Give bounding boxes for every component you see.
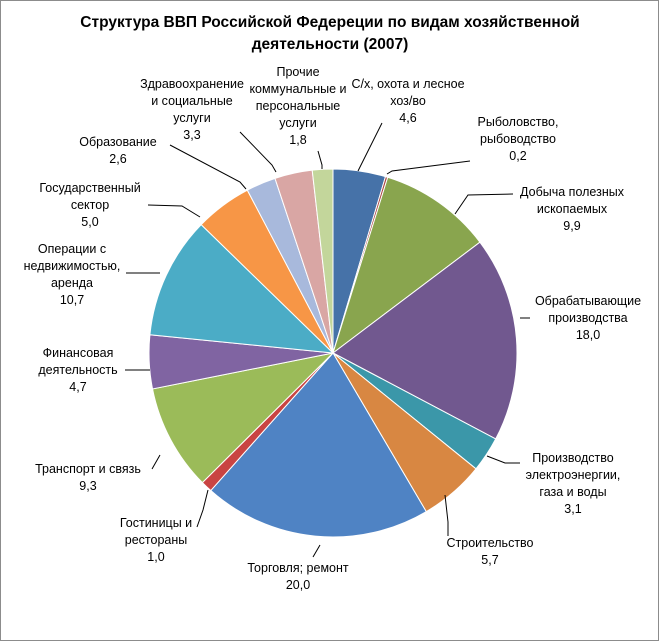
slice-category: рестораны (125, 533, 187, 547)
slice-value: 3,3 (183, 128, 200, 142)
slice-label: Транспорт и связь 9,3 (35, 462, 141, 493)
slice-label: Обрабатывающие производства 18,0 (535, 294, 641, 342)
slice-value: 9,3 (79, 479, 96, 493)
slice-category: Прочие (276, 65, 319, 79)
leader-line (444, 494, 449, 536)
slice-label: Рыболовство, рыбоводство 0,2 (478, 115, 559, 163)
slice-value: 1,0 (147, 550, 164, 564)
slice-value: 18,0 (576, 328, 600, 342)
pie-slice (311, 168, 334, 354)
leader-line (169, 144, 247, 190)
slice-category: хоз/во (390, 94, 426, 108)
leader-line (239, 131, 277, 173)
slice-category: Операции с (38, 242, 106, 256)
slice-label: С/х, охота и лесное хоз/во 4,6 (351, 77, 464, 125)
leader-line (312, 544, 321, 558)
pie-slice (210, 352, 427, 538)
slice-value: 2,6 (109, 152, 126, 166)
slice-category: недвижимостью, (24, 259, 121, 273)
slice-category: Здравоохранение (140, 77, 244, 91)
slice-category: персональные (256, 99, 341, 113)
slice-category: услуги (279, 116, 316, 130)
slice-value: 1,8 (289, 133, 306, 147)
slice-category: ископаемых (537, 202, 608, 216)
slice-category: Торговля; ремонт (247, 561, 349, 575)
leader-line (317, 150, 323, 169)
slice-label: Добыча полезных ископаемых 9,9 (520, 185, 625, 233)
slice-label: Здравоохранение и социальные услуги 3,3 (140, 77, 244, 142)
slice-category: С/х, охота и лесное (351, 77, 464, 91)
slice-category: производства (548, 311, 627, 325)
slice-category: Транспорт и связь (35, 462, 141, 476)
leader-line (147, 204, 201, 218)
slice-category: Государственный (39, 181, 140, 195)
slice-category: Добыча полезных (520, 185, 625, 199)
slice-category: рыбоводство (480, 132, 556, 146)
slice-label: Торговля; ремонт 20,0 (247, 561, 349, 592)
slice-value: 4,6 (399, 111, 416, 125)
slice-category: Обрабатывающие (535, 294, 641, 308)
slice-label: Операции с недвижимостью, аренда 10,7 (24, 242, 121, 307)
slice-value: 0,2 (509, 149, 526, 163)
slice-label: Производство электроэнергии, газа и воды 3,… (526, 451, 621, 516)
slice-category: Гостиницы и (120, 516, 192, 530)
slice-label: Гостиницы и рестораны 1,0 (120, 516, 192, 564)
slice-label: Государственный сектор 5,0 (39, 181, 140, 229)
slice-category: Строительство (447, 536, 534, 550)
pie-slice (332, 176, 481, 355)
slice-category: коммунальные и (249, 82, 346, 96)
leader-line (454, 193, 514, 215)
slice-category: деятельность (38, 363, 117, 377)
slice-value: 20,0 (286, 578, 310, 592)
slice-label: Прочие коммунальные и персональные услуги 1,… (249, 65, 346, 147)
slice-category: аренда (51, 276, 93, 290)
leader-line (357, 122, 383, 172)
slice-category: электроэнергии, (526, 468, 621, 482)
slice-label: Образование 2,6 (79, 135, 157, 166)
slice-category: Финансовая (43, 346, 114, 360)
chart-title: Структура ВВП Российской Федереции по ви… (80, 14, 580, 53)
pie-slice (149, 223, 335, 354)
leader-line (151, 454, 161, 470)
slice-category: и социальные (151, 94, 233, 108)
slice-category: Рыболовство, (478, 115, 559, 129)
slice-value: 4,7 (69, 380, 86, 394)
slice-label: Строительство 5,7 (447, 536, 534, 567)
slice-value: 5,7 (481, 553, 498, 567)
slice-value: 5,0 (81, 215, 98, 229)
leader-line (386, 160, 471, 175)
leader-line (196, 489, 209, 528)
slice-value: 3,1 (564, 502, 581, 516)
leader-line (486, 455, 520, 464)
slice-category: услуги (173, 111, 210, 125)
slice-label: Финансовая деятельность 4,7 (38, 346, 117, 394)
pie-slice (151, 352, 335, 484)
slice-category: сектор (71, 198, 109, 212)
slice-category: Производство (532, 451, 614, 465)
slice-category: Образование (79, 135, 157, 149)
slice-value: 9,9 (563, 219, 580, 233)
pie-slice (332, 241, 518, 440)
slice-category: газа и воды (539, 485, 606, 499)
slice-value: 10,7 (60, 293, 84, 307)
